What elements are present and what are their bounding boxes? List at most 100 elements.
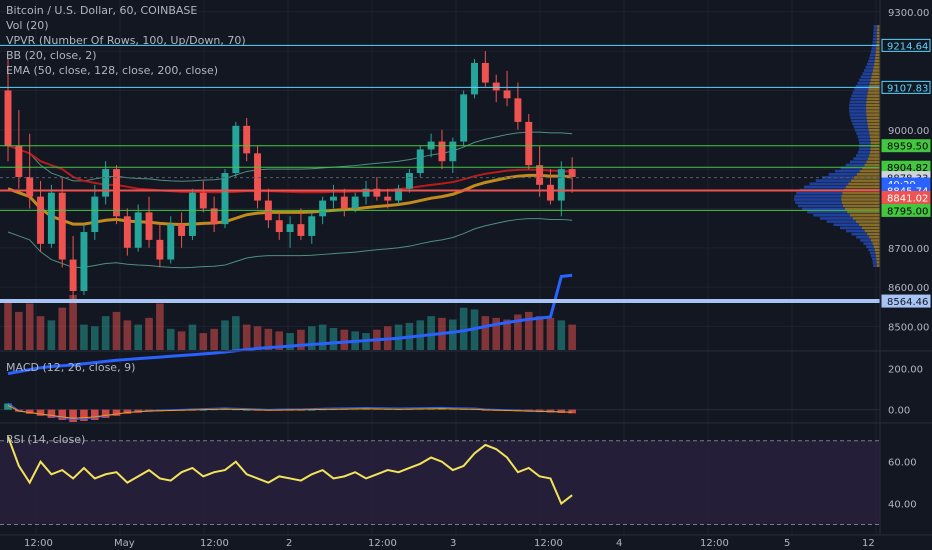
vpvr-bar [876, 257, 880, 261]
vpvr-bar [864, 229, 880, 233]
price-tag [881, 294, 931, 308]
volume-bar [4, 299, 12, 350]
volume-bar [275, 331, 284, 350]
volume-bar [492, 317, 501, 350]
vpvr-bar [839, 226, 862, 230]
vpvr-bar [851, 94, 868, 98]
volume-bar [90, 326, 99, 350]
price-tag [881, 139, 931, 153]
macd-histogram-bar [47, 409, 56, 418]
volume-bar [340, 329, 349, 350]
vpvr-bar [866, 113, 880, 116]
vpvr-bar [856, 132, 870, 135]
vpvr-bar [853, 157, 869, 160]
candle-body [275, 220, 283, 233]
vpvr-bar [843, 204, 880, 208]
vpvr-bar [873, 264, 877, 267]
vpvr-bar [876, 47, 880, 50]
vpvr-bar [856, 173, 880, 176]
vpvr-bar [795, 201, 842, 204]
vpvr-bar [853, 125, 869, 129]
vpvr-bar [869, 154, 880, 157]
vpvr-bar [833, 223, 860, 227]
vpvr-bar [872, 40, 877, 44]
candle-body [308, 216, 316, 236]
vpvr-bar [876, 254, 880, 258]
volume-bar [514, 314, 522, 350]
candle-body [167, 224, 175, 260]
vpvr-bar [841, 198, 880, 201]
vpvr-bar [822, 176, 854, 179]
macd-title[interactable]: MACD (12, 26, close, 9) [6, 361, 136, 374]
macd-histogram-bar [36, 409, 45, 416]
volume-bar [449, 319, 457, 350]
vpvr-bar [876, 264, 880, 267]
vpvr-bar [869, 135, 880, 138]
candle-body [102, 169, 110, 197]
candle-body [536, 165, 544, 185]
symbol-title[interactable]: Bitcoin / U.S. Dollar, 60, COINBASE [6, 4, 198, 17]
volume-bar [535, 316, 544, 350]
candle-body [58, 192, 66, 260]
vpvr-bar [859, 78, 871, 82]
volume-bar [568, 324, 576, 350]
vpvr-bar [870, 147, 880, 151]
volume-bar [210, 328, 218, 350]
vpvr-bar [877, 28, 880, 31]
price-tag-label: 8841.02 [887, 193, 928, 204]
vpvr-bar [793, 198, 842, 201]
macd-histogram-bar [4, 403, 12, 410]
time-tick-label: 12:00 [700, 538, 729, 549]
vpvr-bar [844, 207, 880, 211]
volume-bar [427, 316, 435, 350]
ema-legend[interactable]: EMA (50, close, 128, close, 200, close) [6, 64, 218, 77]
vpvr-bar [866, 103, 880, 107]
vpvr-bar [856, 220, 880, 223]
vpvr-bar [813, 213, 850, 217]
volume-bar [134, 324, 142, 350]
vpvr-legend[interactable]: VPVR (Number Of Rows, 100, Up/Down, 70) [6, 34, 246, 47]
rsi-title[interactable]: RSI (14, close) [6, 433, 86, 446]
vpvr-bar [871, 75, 880, 79]
bb-legend[interactable]: BB (20, close, 2) [6, 49, 97, 62]
candle-body [254, 153, 261, 201]
vpvr-bar [857, 151, 871, 154]
vpvr-bar [852, 217, 880, 220]
volume-bar [177, 331, 186, 350]
vpvr-bar [873, 66, 880, 69]
price-tick-label: 9300.00 [888, 8, 929, 19]
vpvr-bar [848, 106, 867, 110]
vpvr-bar [819, 217, 853, 220]
volume-bar [123, 320, 132, 350]
volume-bar [286, 333, 294, 350]
vpvr-bar [877, 31, 880, 35]
vpvr-bar [872, 37, 877, 41]
vpvr-bar [873, 31, 878, 35]
candle-body [123, 216, 131, 248]
vpvr-bar [858, 138, 871, 142]
vpvr-bar [846, 229, 865, 233]
volume-bar [156, 303, 164, 350]
time-tick-label: 4 [616, 538, 622, 549]
vpvr-bar [870, 50, 876, 53]
price-tag [881, 38, 931, 52]
candle-body [405, 173, 413, 189]
candle-body [188, 192, 196, 236]
vol-legend[interactable]: Vol (20) [6, 19, 49, 32]
candle-body [37, 196, 45, 244]
vpvr-bar [863, 242, 873, 245]
vpvr-bar [876, 37, 880, 41]
vpvr-bar [845, 185, 880, 189]
vpvr-bar [851, 179, 880, 182]
candle-body [15, 145, 23, 177]
vpvr-bar [869, 251, 876, 255]
volume-bar [25, 303, 34, 350]
candle-body [525, 121, 533, 166]
vpvr-bar [873, 245, 880, 249]
ema-line-ema50 [7, 173, 573, 227]
candle-body [91, 196, 99, 233]
candle-body [4, 90, 12, 146]
candle-body [145, 212, 153, 240]
candle-body [362, 188, 370, 197]
